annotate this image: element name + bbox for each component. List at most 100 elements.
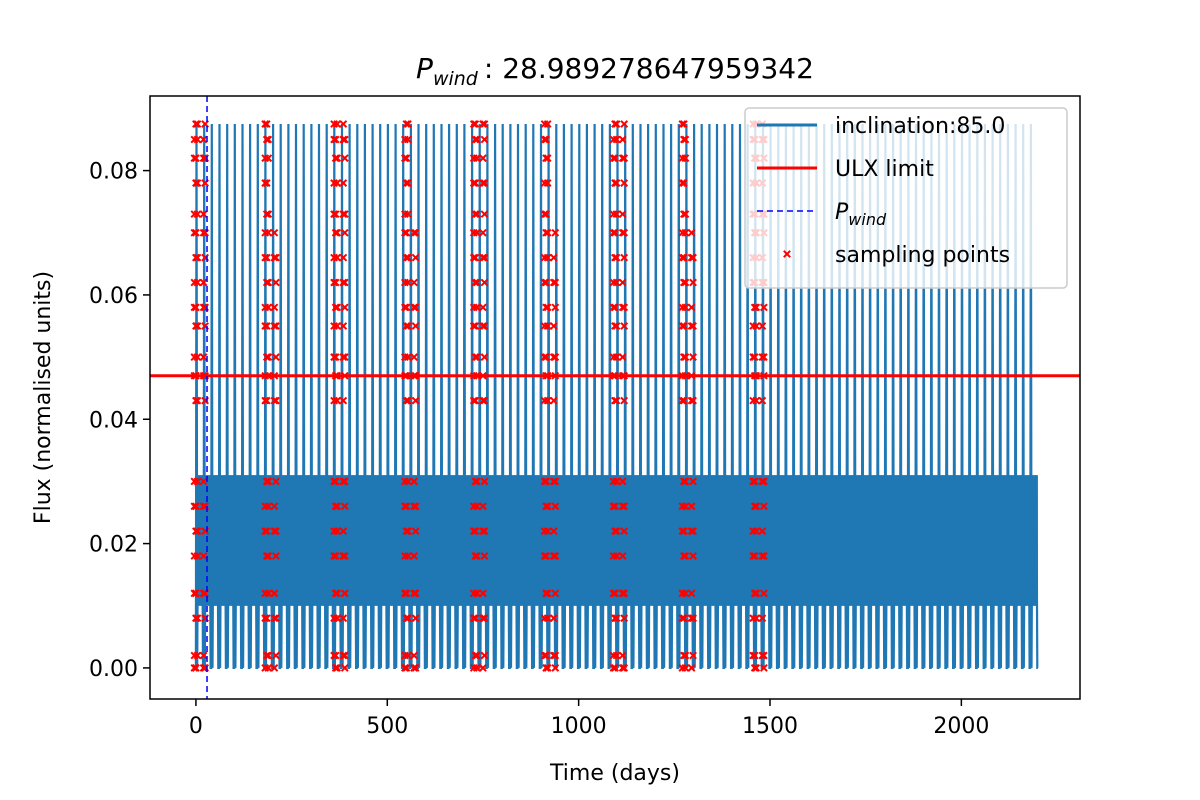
sampling-point-b [190, 303, 199, 312]
sampling-point-b [199, 353, 208, 361]
sampling-point-b [542, 135, 551, 144]
sampling-point-b [331, 135, 340, 144]
sampling-point [620, 322, 629, 330]
sampling-point-b [549, 278, 558, 287]
sampling-point-b [331, 154, 340, 163]
sampling-point-b [480, 396, 489, 405]
sampling-point-b [620, 179, 629, 187]
sampling-point [543, 303, 552, 312]
sampling-point [404, 552, 412, 560]
sampling-point [678, 614, 687, 623]
sampling-point-b [679, 322, 688, 330]
sampling-point [549, 614, 558, 623]
sampling-point [262, 210, 271, 219]
sampling-point-b [540, 353, 549, 361]
sampling-point [410, 552, 418, 560]
sampling-point-b [549, 353, 558, 361]
sampling-point-b [618, 589, 627, 598]
sampling-point-b [404, 322, 412, 330]
sampling-point [679, 527, 688, 536]
sampling-point [551, 278, 560, 287]
sampling-point-b [752, 614, 761, 623]
sampling-point-b [339, 353, 348, 361]
sampling-point [262, 278, 271, 287]
sampling-point-b [678, 179, 687, 187]
sampling-point-b [689, 477, 697, 486]
sampling-point-b [340, 303, 349, 312]
sampling-point-b [201, 253, 210, 262]
sampling-point-b [542, 303, 551, 312]
sampling-point [609, 154, 618, 163]
sampling-point-b [618, 651, 627, 660]
sampling-point-b [609, 228, 618, 237]
sampling-point-b [679, 552, 688, 560]
sampling-point [402, 120, 411, 128]
sampling-point [471, 552, 480, 560]
sampling-point-b [199, 278, 208, 287]
sampling-point-b [272, 353, 280, 361]
sampling-point-b [192, 396, 200, 405]
sampling-point [262, 322, 271, 330]
sampling-point-b [679, 210, 688, 219]
sampling-point [272, 477, 280, 486]
sampling-point-b [471, 253, 480, 262]
sampling-point [479, 303, 487, 312]
sampling-point-b [551, 278, 560, 287]
sampling-point-b [400, 228, 409, 237]
sampling-point [472, 589, 481, 598]
sampling-point [333, 664, 342, 672]
sampling-point [192, 179, 200, 187]
sampling-point [752, 664, 761, 672]
sampling-point-b [543, 154, 552, 163]
sampling-point [611, 502, 619, 511]
sampling-point-b [472, 589, 481, 598]
sampling-point [542, 552, 551, 560]
sampling-point-b [404, 552, 412, 560]
sampling-point [410, 589, 418, 598]
sampling-point [551, 477, 560, 486]
sampling-point-b [750, 477, 759, 486]
sampling-point-b [410, 353, 418, 361]
sampling-point-b [193, 322, 202, 330]
sampling-point [689, 353, 697, 361]
sampling-point-b [618, 228, 627, 237]
sampling-point-b [330, 552, 338, 560]
sampling-point [543, 228, 552, 237]
sampling-point-b [264, 135, 273, 144]
sampling-point [750, 477, 759, 486]
sampling-point-b [201, 502, 210, 511]
sampling-point [339, 614, 348, 623]
sampling-point [270, 664, 279, 672]
sampling-point [400, 502, 409, 511]
sampling-point [469, 322, 478, 330]
sampling-point-b [340, 477, 349, 486]
y-axis-label: Flux (normalised units) [31, 271, 56, 524]
sampling-point [262, 135, 271, 144]
sampling-point [609, 303, 618, 312]
sampling-point-b [193, 527, 202, 536]
sampling-point-b [620, 154, 629, 163]
plot-area [150, 96, 1080, 699]
sampling-point-b [402, 322, 411, 330]
sampling-point [479, 589, 487, 598]
sampling-point-b [679, 353, 688, 361]
sampling-point-b [543, 527, 552, 536]
sampling-point [759, 502, 768, 511]
sampling-point-b [411, 614, 420, 623]
legend-swatch-sampling-points [783, 250, 791, 258]
sampling-point [333, 322, 342, 330]
sampling-point [402, 396, 411, 405]
sampling-point-b [272, 278, 280, 287]
sampling-point-b [681, 228, 690, 237]
sampling-point-b [331, 502, 340, 511]
sampling-point-b [331, 278, 340, 287]
sampling-point-b [612, 278, 621, 287]
sampling-point [551, 664, 560, 672]
sampling-point-b [752, 322, 761, 330]
sampling-point [333, 502, 342, 511]
sampling-point [272, 322, 280, 330]
sampling-point [340, 210, 349, 219]
sampling-point [193, 552, 202, 560]
sampling-point [759, 552, 768, 560]
sampling-point [758, 527, 767, 536]
